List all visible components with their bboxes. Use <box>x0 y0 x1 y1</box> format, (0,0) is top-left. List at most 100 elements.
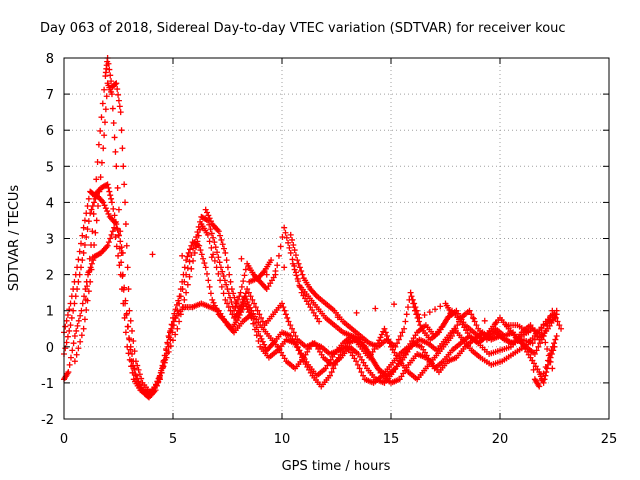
data-point <box>121 181 128 188</box>
data-point <box>220 290 227 297</box>
data-point <box>547 351 554 358</box>
data-point <box>295 278 302 285</box>
data-point <box>284 314 291 321</box>
data-point <box>127 317 134 324</box>
data-point <box>403 311 410 318</box>
data-point <box>97 127 104 134</box>
data-point <box>292 332 299 339</box>
data-point <box>122 297 129 304</box>
data-point <box>289 260 296 267</box>
data-point <box>115 252 122 259</box>
data-point <box>230 290 237 297</box>
data-point <box>67 322 74 329</box>
data-point <box>200 255 207 262</box>
data-point <box>73 327 80 334</box>
data-point <box>83 306 90 313</box>
data-point <box>106 66 113 73</box>
data-point <box>116 262 123 269</box>
data-point <box>391 301 398 308</box>
data-point <box>466 307 473 314</box>
data-point <box>208 230 215 237</box>
data-point <box>181 296 188 303</box>
data-point <box>326 372 333 379</box>
data-point <box>70 307 77 314</box>
data-point <box>131 348 138 355</box>
data-point <box>209 296 216 303</box>
data-point <box>381 325 388 332</box>
data-point <box>358 369 365 376</box>
data-point <box>211 239 218 246</box>
data-point <box>77 338 84 345</box>
data-point <box>191 239 198 246</box>
data-point <box>80 325 87 332</box>
data-point <box>530 366 537 373</box>
data-point <box>85 218 92 225</box>
data-point <box>74 322 81 329</box>
data-point <box>68 314 75 321</box>
data-point <box>207 290 214 297</box>
data-point <box>211 257 218 264</box>
data-point <box>193 244 200 251</box>
data-point <box>76 271 83 278</box>
data-point <box>107 192 114 199</box>
data-point <box>112 148 119 155</box>
data-point <box>78 332 85 339</box>
data-point <box>188 252 195 259</box>
data-point <box>71 332 78 339</box>
data-point <box>247 293 254 300</box>
data-point <box>287 322 294 329</box>
data-point <box>107 235 114 242</box>
data-point <box>372 305 379 312</box>
data-point <box>66 306 73 313</box>
data-point <box>110 119 117 126</box>
data-point <box>208 254 215 261</box>
data-point <box>238 255 245 262</box>
data-point <box>408 293 415 300</box>
data-point <box>89 228 96 235</box>
data-point <box>432 306 439 313</box>
data-point <box>258 335 265 342</box>
data-point <box>413 307 420 314</box>
data-point <box>481 317 488 324</box>
data-point <box>71 300 78 307</box>
data-point <box>280 304 287 311</box>
data-point <box>282 229 289 236</box>
data-point <box>93 217 100 224</box>
data-point <box>186 258 193 265</box>
data-point <box>378 331 385 338</box>
data-point <box>124 264 131 271</box>
data-point <box>162 356 169 363</box>
data-point <box>255 338 262 345</box>
x-tick-label: 0 <box>60 432 68 447</box>
data-point <box>67 354 74 361</box>
data-point <box>459 313 466 320</box>
data-point <box>105 239 112 246</box>
data-point <box>205 212 212 219</box>
y-tick-label: 6 <box>46 124 54 139</box>
data-point <box>114 184 121 191</box>
data-point <box>553 332 560 339</box>
data-point <box>193 234 200 241</box>
data-point <box>190 245 197 252</box>
data-point <box>218 283 225 290</box>
data-point <box>117 109 124 116</box>
data-point <box>296 283 303 290</box>
data-point <box>468 311 475 318</box>
data-point <box>402 318 409 325</box>
data-point <box>104 181 111 188</box>
data-point <box>129 369 136 376</box>
data-point <box>179 252 186 259</box>
data-point <box>395 336 402 343</box>
data-point <box>217 232 224 239</box>
data-point <box>473 322 480 329</box>
data-point <box>179 304 186 311</box>
data-point <box>190 257 197 264</box>
data-point <box>132 372 139 379</box>
data-point <box>172 331 179 338</box>
data-point <box>64 333 71 340</box>
x-tick-label: 20 <box>492 432 509 447</box>
data-point <box>107 72 114 79</box>
data-point <box>206 215 213 222</box>
data-point <box>399 329 406 336</box>
